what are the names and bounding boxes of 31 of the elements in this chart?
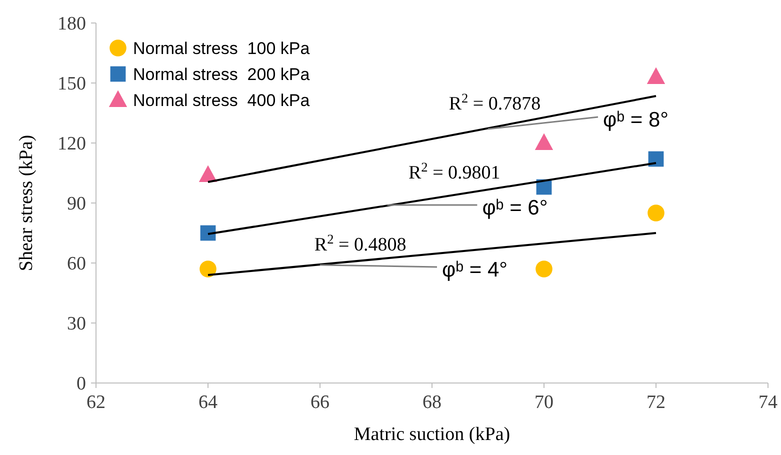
- annotation: φᵇ = 6°: [482, 196, 548, 220]
- x-tick-label: 62: [86, 392, 106, 413]
- point: [536, 260, 552, 278]
- x-tick-label: 72: [646, 392, 666, 413]
- y-tick-label: 180: [58, 14, 86, 35]
- x-axis-title: Matric suction (kPa): [354, 424, 510, 445]
- point: [534, 133, 554, 150]
- annotation: R$^{2}$ = 0.4808: [314, 230, 406, 256]
- legend-label: Normal stress 100 kPa: [133, 38, 310, 58]
- x-tick-label: 70: [534, 392, 554, 413]
- point: [200, 260, 216, 278]
- x-tick-label: 68: [422, 392, 442, 413]
- point: [648, 204, 664, 222]
- annotation: φᵇ = 4°: [442, 258, 508, 282]
- x-tick-label: 66: [310, 392, 330, 413]
- y-tick-label: 60: [67, 254, 86, 275]
- annotation: R$^{2}$ = 0.7878: [448, 90, 541, 115]
- legend-label: Normal stress 200 kPa: [133, 64, 310, 84]
- y-tick-label: 0: [76, 374, 86, 395]
- point: [646, 67, 666, 84]
- annotation: φᵇ = 8°: [603, 108, 669, 132]
- annotation: R$^{2}$ = 0.9801: [408, 159, 500, 184]
- y-axis-title: Shear stress (kPa): [16, 134, 37, 272]
- y-tick-label: 150: [58, 74, 86, 95]
- point: [198, 165, 218, 182]
- y-tick-label: 30: [67, 314, 86, 335]
- legend-label: Normal stress 400 kPa: [133, 90, 310, 110]
- x-tick-label: 74: [758, 392, 778, 413]
- y-tick-label: 90: [67, 194, 86, 215]
- y-tick-label: 120: [58, 134, 86, 155]
- x-tick-label: 64: [198, 392, 218, 413]
